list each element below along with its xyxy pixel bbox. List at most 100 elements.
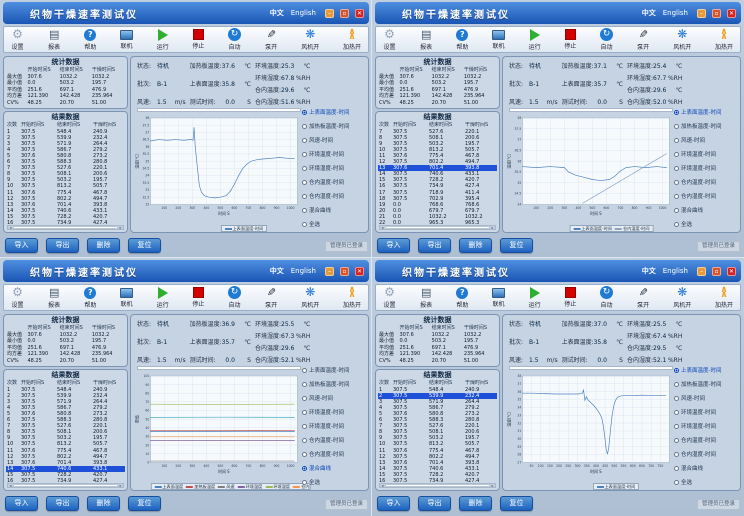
table-row[interactable]: 12 307.5 802.2 494.7 [378, 159, 497, 165]
curve-option-1[interactable]: 加热板温度-时间 [674, 122, 738, 130]
chart-scrollbar[interactable] [137, 108, 301, 112]
table-row[interactable]: 7 307.5 527.6 220.1 [6, 165, 125, 171]
curve-option-6[interactable]: 仓内湿度-时间 [302, 192, 366, 200]
table-row[interactable]: 3 307.5 571.9 264.4 [378, 399, 497, 405]
chart-scrollbar[interactable] [509, 108, 673, 112]
toolbar-button-stop[interactable]: 停止 [192, 287, 204, 308]
table-row[interactable]: 16 307.5 734.9 427.4 [378, 478, 497, 484]
table-row[interactable]: 4 307.5 586.7 279.2 [6, 405, 125, 411]
table-row[interactable]: 18 307.5 702.9 395.4 [378, 196, 497, 202]
toolbar-button-printer[interactable]: 报表 [420, 286, 433, 309]
table-row[interactable]: 2 307.5 539.9 232.4 [6, 393, 125, 399]
toolbar-button-auto[interactable]: 自动 [599, 286, 613, 309]
table-row[interactable]: 13 307.6 701.4 393.8 [378, 460, 497, 466]
toolbar-button-stop[interactable]: 停止 [564, 287, 576, 308]
minimize-button[interactable] [325, 266, 334, 276]
table-row[interactable]: 14 307.5 740.6 433.1 [378, 466, 497, 472]
scroll-thumb[interactable] [385, 484, 490, 487]
toolbar-button-stop[interactable]: 停止 [564, 29, 576, 50]
table-row[interactable]: 12 307.5 802.2 494.7 [6, 196, 125, 202]
table-row[interactable]: 15 307.5 728.2 420.7 [6, 472, 125, 478]
table-row[interactable]: 7 307.5 527.6 220.1 [378, 423, 497, 429]
curve-option-0[interactable]: 上表面温度-时间 [302, 108, 366, 116]
table-row[interactable]: 12 307.5 802.2 494.7 [378, 454, 497, 460]
table-row[interactable]: 15 307.5 728.2 420.7 [378, 177, 497, 183]
toolbar-button-gear[interactable]: 设置 [383, 286, 396, 309]
toolbar-button-heater[interactable]: 加热开 [343, 28, 361, 51]
toolbar-button-monitor[interactable]: 联机 [491, 29, 505, 50]
curve-option-7[interactable]: 混合曲线 [674, 206, 738, 214]
lang-toggle-english[interactable]: English [662, 9, 688, 17]
table-row[interactable]: 10 307.5 813.2 505.7 [6, 183, 125, 189]
toolbar-button-pen[interactable]: 泵开 [265, 28, 278, 51]
table-row[interactable]: 4 307.5 586.7 279.2 [378, 405, 497, 411]
table-row[interactable]: 19 0.0 768.6 768.6 [378, 202, 497, 208]
toolbar-button-heater[interactable]: 加热开 [715, 28, 733, 51]
curve-option-4[interactable]: 环境湿度-时间 [302, 422, 366, 430]
toolbar-button-stop[interactable]: 停止 [192, 29, 204, 50]
table-row[interactable]: 9 307.5 503.2 195.7 [6, 177, 125, 183]
curve-option-4[interactable]: 环境湿度-时间 [674, 164, 738, 172]
curve-option-7[interactable]: 混合曲线 [302, 206, 366, 214]
toolbar-button-fan[interactable]: 风机开 [673, 28, 691, 51]
close-button[interactable] [355, 8, 364, 18]
export-button[interactable]: 导出 [46, 496, 79, 511]
toolbar-button-monitor[interactable]: 联机 [491, 287, 505, 308]
table-row[interactable]: 10 307.5 813.2 505.7 [378, 147, 497, 153]
toolbar-button-printer[interactable]: 报表 [420, 28, 433, 51]
lang-toggle-chinese[interactable]: 中文 [269, 267, 284, 275]
scroll-left-arrow[interactable]: ◂ [380, 225, 385, 230]
curve-option-4[interactable]: 环境湿度-时间 [302, 164, 366, 172]
reset-button[interactable]: 复位 [500, 496, 533, 511]
scroll-left-arrow[interactable]: ◂ [8, 483, 13, 488]
curve-option-3[interactable]: 环境温度-时间 [302, 408, 366, 416]
lang-toggle-english[interactable]: English [662, 267, 688, 275]
table-row[interactable]: 11 307.6 775.4 467.8 [6, 448, 125, 454]
table-row[interactable]: 11 307.6 775.4 467.8 [378, 448, 497, 454]
table-row[interactable]: 8 307.5 508.1 200.6 [378, 429, 497, 435]
toolbar-button-printer[interactable]: 报表 [48, 286, 61, 309]
curve-option-8[interactable]: 全选 [302, 478, 366, 486]
curve-option-5[interactable]: 仓内温度-时间 [302, 436, 366, 444]
table-row[interactable]: 10 307.5 813.2 505.7 [378, 441, 497, 447]
delete-button[interactable]: 删除 [459, 496, 492, 511]
table-row[interactable]: 14 307.5 740.6 433.1 [6, 465, 125, 472]
curve-option-3[interactable]: 环境温度-时间 [302, 150, 366, 158]
delete-button[interactable]: 删除 [87, 238, 120, 253]
table-row[interactable]: 4 307.5 586.7 279.2 [6, 147, 125, 153]
table-row[interactable]: 8 307.5 508.1 200.6 [6, 429, 125, 435]
table-row[interactable]: 1 307.5 548.4 240.9 [6, 387, 125, 393]
toolbar-button-monitor[interactable]: 联机 [119, 287, 133, 308]
curve-option-6[interactable]: 仓内湿度-时间 [674, 192, 738, 200]
toolbar-button-fan[interactable]: 风机开 [301, 286, 319, 309]
delete-button[interactable]: 删除 [87, 496, 120, 511]
scroll-thumb[interactable] [385, 226, 490, 229]
scroll-left-arrow[interactable]: ◂ [8, 225, 13, 230]
table-row[interactable]: 2 307.5 539.9 232.4 [6, 135, 125, 141]
scroll-right-arrow[interactable]: ▸ [118, 225, 123, 230]
curve-option-1[interactable]: 加热板温度-时间 [302, 380, 366, 388]
toolbar-button-play[interactable]: 运行 [529, 28, 541, 51]
reset-button[interactable]: 复位 [128, 496, 161, 511]
table-row[interactable]: 9 307.5 503.2 195.7 [378, 435, 497, 441]
export-button[interactable]: 导出 [418, 496, 451, 511]
scroll-right-arrow[interactable]: ▸ [490, 483, 495, 488]
table-row[interactable]: 13 307.6 701.4 393.8 [6, 202, 125, 208]
table-row[interactable]: 17 307.5 718.9 411.4 [378, 190, 497, 196]
table-row[interactable]: 13 307.6 701.4 393.8 [6, 460, 125, 466]
table-row[interactable]: 22 0.0 965.3 965.3 [378, 220, 497, 226]
table-row[interactable]: 16 307.5 734.9 427.4 [378, 183, 497, 189]
table-row[interactable]: 10 307.5 813.2 505.7 [6, 441, 125, 447]
table-row[interactable]: 7 307.5 527.6 220.1 [378, 129, 497, 135]
curve-option-4[interactable]: 环境湿度-时间 [674, 422, 738, 430]
maximize-button[interactable] [340, 8, 349, 18]
curve-option-8[interactable]: 全选 [674, 478, 738, 486]
reset-button[interactable]: 复位 [500, 238, 533, 253]
toolbar-button-heater[interactable]: 加热开 [343, 286, 361, 309]
toolbar-button-play[interactable]: 运行 [157, 28, 169, 51]
table-row[interactable]: 1 307.5 548.4 240.9 [6, 129, 125, 135]
toolbar-button-auto[interactable]: 自动 [227, 28, 241, 51]
table-row[interactable]: 5 307.6 580.8 273.2 [378, 411, 497, 417]
table-row[interactable]: 5 307.6 580.8 273.2 [6, 411, 125, 417]
curve-option-0[interactable]: 上表面温度-时间 [674, 366, 738, 374]
